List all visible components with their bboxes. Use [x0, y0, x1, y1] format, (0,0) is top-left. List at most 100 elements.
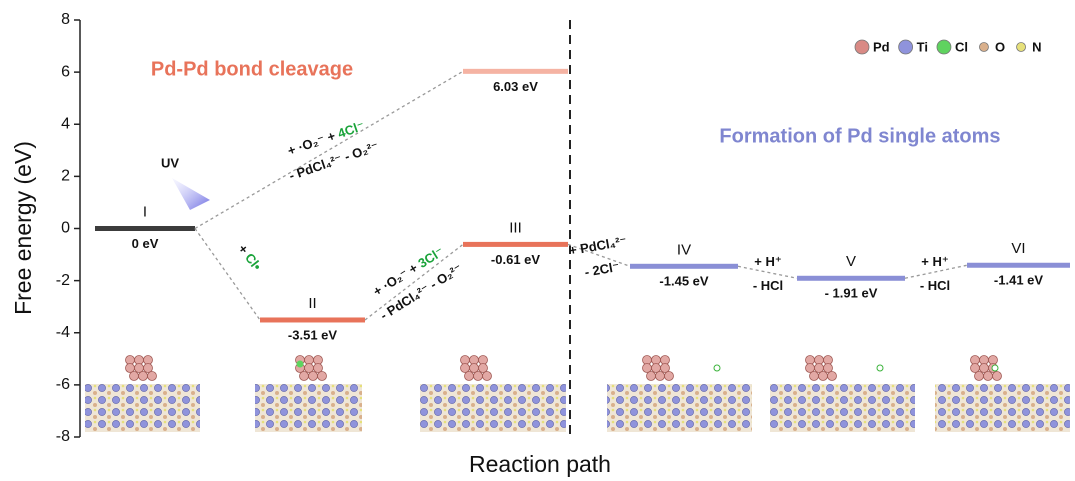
pd-atom — [460, 363, 470, 373]
step-annotation: + H⁺ - HCl — [753, 254, 783, 293]
pd-atom — [147, 371, 157, 381]
pd-atom — [664, 371, 674, 381]
pd-atom — [464, 371, 474, 381]
surface-slab — [420, 384, 566, 432]
pd-atom — [138, 371, 148, 381]
cl-atom — [991, 364, 999, 372]
legend-label: Cl — [955, 39, 968, 54]
y-tick-label: 6 — [61, 63, 70, 80]
surface-slab — [935, 384, 1070, 432]
connector — [904, 264, 968, 279]
value-label: -1.41 eV — [994, 273, 1043, 288]
uv-beam — [172, 178, 210, 210]
y-tick-label: 4 — [61, 115, 70, 132]
energy-level — [260, 317, 365, 323]
cl-atom — [876, 364, 884, 372]
connector — [194, 228, 261, 321]
surface-slab — [255, 384, 362, 432]
energy-level — [797, 275, 905, 281]
step-text: + H⁺ — [921, 254, 948, 269]
step-part: + H⁺ — [754, 254, 781, 269]
cl-atom — [713, 364, 721, 372]
surface-slab — [85, 384, 200, 432]
pd-atom — [473, 371, 483, 381]
step-part: - 2Cl⁻ — [584, 259, 621, 280]
legend-label: Pd — [873, 39, 890, 54]
y-axis-label: Free energy (eV) — [10, 141, 36, 315]
connector — [364, 243, 464, 321]
step-annotation: + PdCl₄²⁻- 2Cl⁻ — [568, 234, 628, 281]
pd-atom — [308, 371, 318, 381]
y-tick-label: -8 — [56, 428, 70, 445]
x-axis-label: Reaction path — [469, 451, 611, 477]
y-tick-label: 8 — [61, 11, 70, 28]
value-label: 0 eV — [132, 236, 159, 251]
right-title: Formation of Pd single atoms — [719, 125, 1000, 147]
energy-level — [630, 263, 738, 269]
step-annotation: + H⁺ - HCl — [920, 254, 950, 293]
pd-atom — [478, 363, 488, 373]
step-text: + Cl• — [235, 242, 265, 274]
y-tick-label: 2 — [61, 168, 70, 185]
y-tick-label: -2 — [56, 272, 70, 289]
uv-label: UV — [161, 155, 179, 170]
step-text: + H⁺ — [754, 254, 781, 269]
pd-atom — [304, 363, 314, 373]
surface-slab — [607, 384, 752, 432]
state-label: VI — [1011, 240, 1025, 257]
pd-atom — [660, 363, 670, 373]
pd-atom — [814, 363, 824, 373]
pd-atom — [134, 363, 144, 373]
legend-label: N — [1032, 39, 1041, 54]
pd-atom — [143, 363, 153, 373]
legend-swatch — [854, 39, 870, 55]
pd-atom — [299, 371, 309, 381]
step-text: - HCl — [920, 278, 950, 293]
pd-atom — [642, 363, 652, 373]
connector — [737, 265, 798, 279]
pd-atom — [818, 371, 828, 381]
pd-atom — [646, 371, 656, 381]
pd-atom — [313, 363, 323, 373]
pd-atom — [482, 371, 492, 381]
step-part: 4Cl⁻ — [336, 118, 367, 141]
pd-atom — [655, 371, 665, 381]
y-tick-label: 0 — [61, 220, 70, 237]
surface-slab — [770, 384, 915, 432]
pd-atom — [979, 363, 989, 373]
step-text: - 2Cl⁻ — [584, 259, 621, 280]
energy-level — [463, 241, 568, 247]
pd-atom — [469, 363, 479, 373]
step-text: - HCl — [753, 278, 783, 293]
value-label: 6.03 eV — [493, 79, 538, 94]
pd-atom — [129, 371, 139, 381]
energy-level — [95, 226, 195, 231]
pd-atom — [651, 363, 661, 373]
y-tick-label: -4 — [56, 324, 70, 341]
energy-level — [463, 68, 568, 74]
step-annotation: + Cl• — [235, 242, 265, 274]
pd-atom — [827, 371, 837, 381]
legend-swatch — [1016, 42, 1026, 52]
cl-atom — [296, 360, 304, 368]
state-label: V — [846, 253, 856, 270]
value-label: -0.61 eV — [491, 252, 540, 267]
connector — [194, 70, 464, 230]
state-label: I — [143, 203, 147, 220]
pd-atom — [823, 363, 833, 373]
pd-atom — [317, 371, 327, 381]
pd-atom — [983, 371, 993, 381]
step-part: - HCl — [920, 278, 950, 293]
value-label: -1.45 eV — [659, 274, 708, 289]
legend-label: Ti — [917, 39, 928, 54]
pd-atom — [974, 371, 984, 381]
legend-swatch — [898, 39, 914, 55]
pd-atom — [970, 363, 980, 373]
state-label: III — [509, 219, 522, 236]
step-part: + H⁺ — [921, 254, 948, 269]
legend-label: O — [995, 39, 1005, 54]
pd-atom — [809, 371, 819, 381]
pd-atom — [805, 363, 815, 373]
value-label: -3.51 eV — [288, 327, 337, 342]
